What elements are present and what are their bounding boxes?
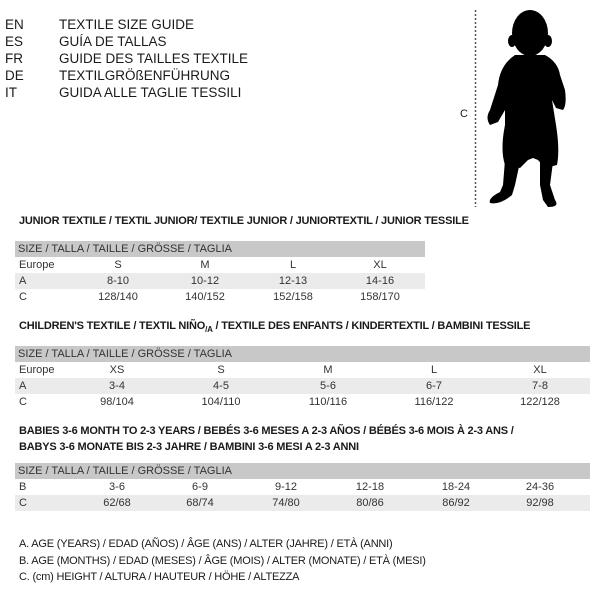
language-list: EN TEXTILE SIZE GUIDE ES GUÍA DE TALLAS FR… [0,16,400,106]
table-cell: 74/80 [272,497,300,509]
table-cell: 152/158 [273,291,313,303]
child-silhouette-figure [474,10,566,207]
table-cell: 4-5 [213,380,229,392]
language-row-es: ES GUÍA DE TALLAS [0,33,400,50]
junior-title: JUNIOR TEXTILE / TEXTIL JUNIOR/ TEXTILE … [19,215,469,227]
language-code: FR [5,51,23,66]
table-cell: 110/116 [308,396,348,408]
children-size-table: SIZE / TALLA / TAILLE / GRÖSSE / TAGLIA … [15,346,590,410]
table-row: C 98/104 104/110 110/116 116/122 122/128 [15,394,590,410]
children-title-rest: / TEXTILE DES ENFANTS / KINDERTEXTIL / B… [212,320,531,332]
table-cell: 128/140 [98,291,138,303]
table-cell: 18-24 [441,481,471,493]
language-code: IT [5,85,17,100]
child-silhouette-icon [487,10,566,207]
table-cell: L [289,259,297,271]
language-row-fr: FR GUIDE DES TAILLES TEXTILE [0,50,400,67]
row-label: C [19,396,27,408]
language-row-it: IT GUIDA ALLE TAGLIE TESSILI [0,84,400,101]
children-title: CHILDREN'S TEXTILE / TEXTIL NIÑO/A / TEX… [19,320,531,335]
language-title: TEXTILGRÖßENFÜHRUNG [59,68,231,83]
language-code: EN [5,17,24,32]
table-cell: 68/74 [186,497,214,509]
table-cell: 5-6 [320,380,336,392]
table-cell: 92/98 [526,497,554,509]
table-row: Europe S M L XL [15,257,425,273]
language-row-en: EN TEXTILE SIZE GUIDE [0,16,400,33]
table-cell: 6-9 [192,481,208,493]
language-title: TEXTILE SIZE GUIDE [59,17,195,32]
table-cell: 10-12 [190,275,220,287]
height-label: C [460,108,468,120]
row-label: Europe [19,364,55,376]
table-cell: 9-12 [274,481,298,493]
table-cell: M [323,364,333,376]
table-header: SIZE / TALLA / TAILLE / GRÖSSE / TAGLIA [15,241,425,257]
table-cell: 12-13 [278,275,308,287]
table-cell: 3-6 [109,481,125,493]
table-cell: 12-18 [355,481,385,493]
babies-title-line1: BABIES 3-6 MONTH TO 2-3 YEARS / BEBÉS 3-… [19,425,514,437]
table-cell: 24-36 [525,481,555,493]
table-cell: 158/170 [360,291,400,303]
legend-item-a: A. AGE (YEARS) / EDAD (AÑOS) / ÂGE (ANS)… [19,538,393,550]
table-row: B 3-6 6-9 9-12 12-18 18-24 24-36 [15,479,590,495]
table-cell: 62/68 [103,497,131,509]
table-cell: XL [373,259,387,271]
legend-item-c: C. (cm) HEIGHT / ALTURA / HAUTEUR / HÖHE… [19,571,300,583]
table-cell: 14-16 [365,275,395,287]
children-title-main: CHILDREN'S TEXTILE / TEXTIL NIÑO [19,320,206,332]
legend-item-b: B. AGE (MONTHS) / EDAD (MESES) / ÂGE (MO… [19,555,426,567]
row-label: A [19,380,27,392]
table-row: A 8-10 10-12 12-13 14-16 [15,273,425,289]
table-cell: 98/104 [100,396,134,408]
table-cell: 86/92 [442,497,470,509]
row-label: B [19,481,27,493]
babies-title-line2: BABYS 3-6 MONATE BIS 2-3 JAHRE / BAMBINI… [19,441,359,453]
table-cell: XL [533,364,547,376]
children-title-sub: /A [205,325,213,335]
row-label: A [19,275,27,287]
table-row: C 62/68 68/74 74/80 80/86 86/92 92/98 [15,495,590,511]
row-label: Europe [19,259,55,271]
table-cell: 7-8 [532,380,548,392]
table-cell: 80/86 [356,497,384,509]
table-row: Europe XS S M L XL [15,362,590,378]
language-title: GUIDA ALLE TAGLIE TESSILI [59,85,242,100]
language-code: ES [5,34,24,49]
table-cell: L [430,364,438,376]
table-cell: XS [109,364,125,376]
table-cell: 3-4 [109,380,125,392]
table-row: A 3-4 4-5 5-6 6-7 7-8 [15,378,590,394]
babies-size-table: SIZE / TALLA / TAILLE / GRÖSSE / TAGLIA … [15,463,590,511]
table-cell: 122/128 [520,396,560,408]
table-row: C 128/140 140/152 152/158 158/170 [15,289,425,305]
table-cell: S [114,259,122,271]
table-cell: 8-10 [106,275,130,287]
language-code: DE [5,68,24,83]
table-cell: M [200,259,210,271]
table-cell: 6-7 [426,380,442,392]
table-header: SIZE / TALLA / TAILLE / GRÖSSE / TAGLIA [15,346,590,362]
row-label: C [19,497,27,509]
table-cell: 116/122 [414,396,454,408]
table-cell: 104/110 [201,396,241,408]
language-row-de: DE TEXTILGRÖßENFÜHRUNG [0,67,400,84]
table-header: SIZE / TALLA / TAILLE / GRÖSSE / TAGLIA [15,463,590,479]
row-label: C [19,291,27,303]
language-title: GUIDE DES TAILLES TEXTILE [59,51,249,66]
junior-size-table: SIZE / TALLA / TAILLE / GRÖSSE / TAGLIA … [15,241,425,305]
table-cell: S [217,364,225,376]
table-cell: 140/152 [185,291,225,303]
language-title: GUÍA DE TALLAS [59,34,167,49]
